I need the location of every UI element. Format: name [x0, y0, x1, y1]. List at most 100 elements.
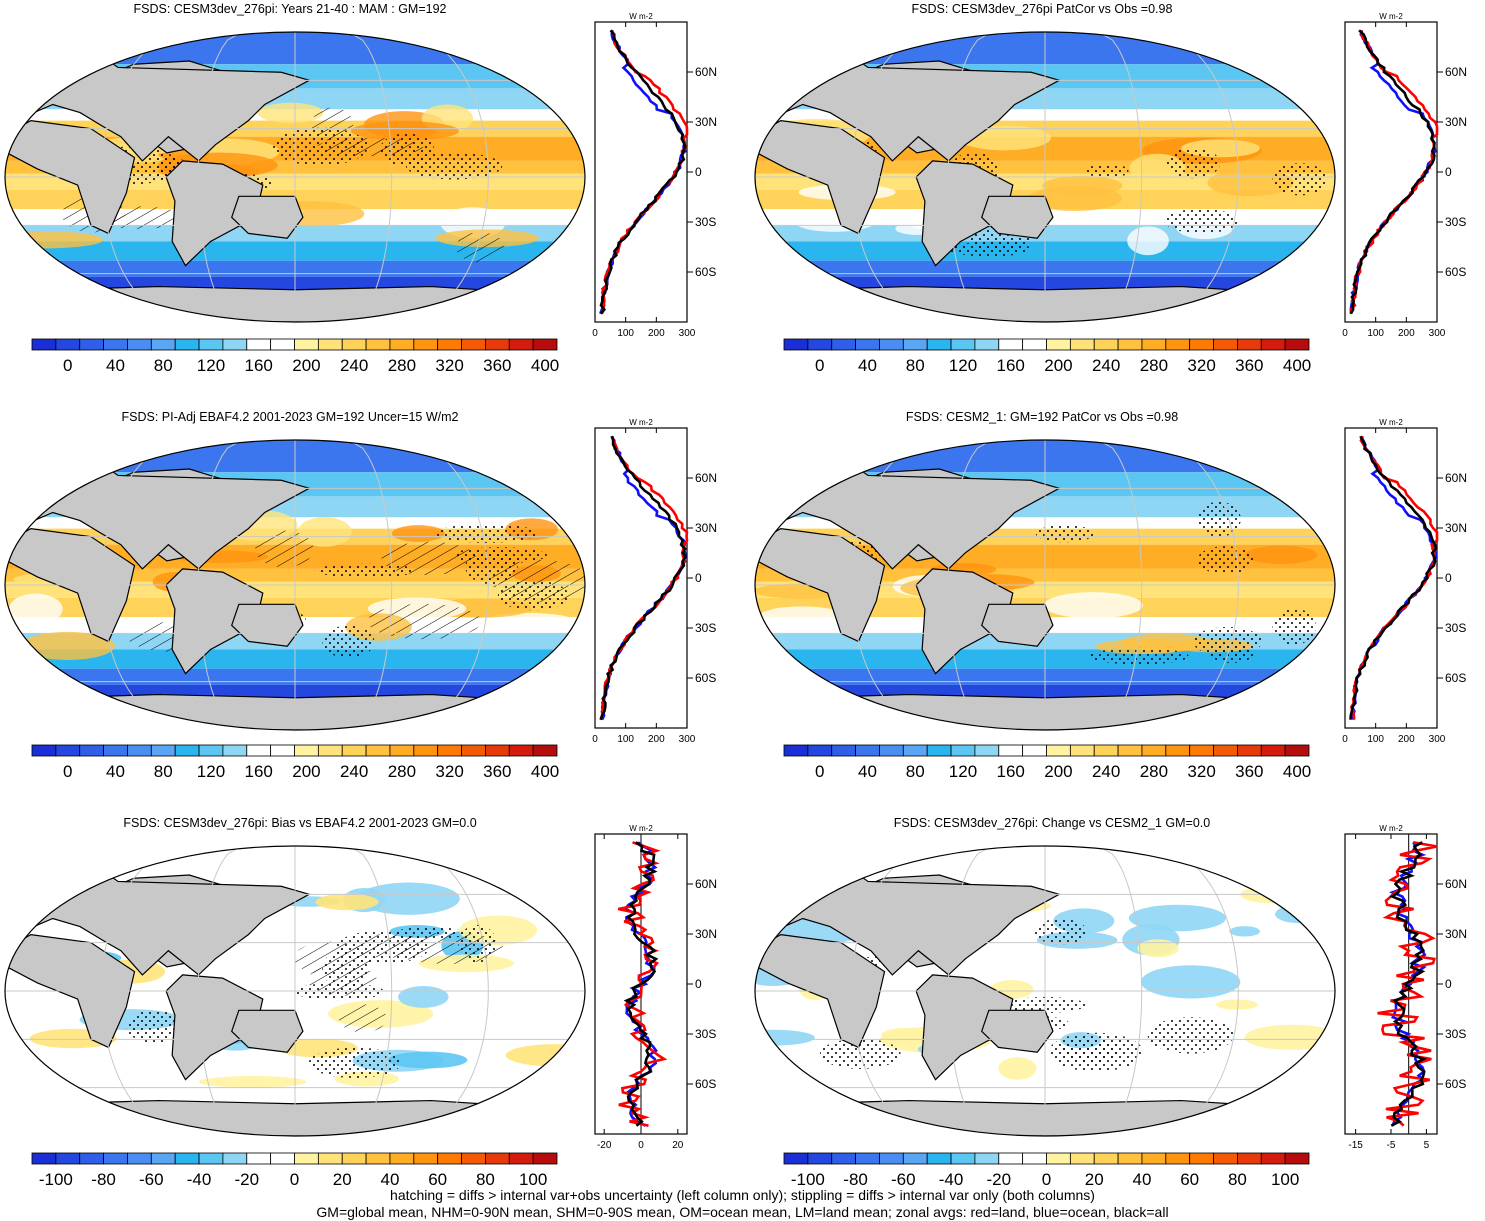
footer-note-hatching: hatching = diffs > internal var+obs unce…: [390, 1187, 1095, 1203]
svg-text:0: 0: [1042, 1170, 1051, 1189]
svg-text:60S: 60S: [695, 671, 716, 685]
svg-text:280: 280: [1140, 762, 1168, 781]
svg-text:60: 60: [428, 1170, 447, 1189]
panel-title: FSDS: CESM3dev_276pi: Change vs CESM2_1 …: [893, 816, 1211, 830]
svg-text:-40: -40: [939, 1170, 964, 1189]
svg-text:40: 40: [1132, 1170, 1151, 1189]
svg-text:60N: 60N: [1445, 877, 1467, 891]
panel-title: FSDS: CESM3dev_276pi: Bias vs EBAF4.2 20…: [123, 816, 477, 830]
svg-text:160: 160: [997, 762, 1025, 781]
svg-text:0: 0: [695, 165, 702, 179]
svg-text:60S: 60S: [695, 1077, 716, 1091]
panel-title: FSDS: PI-Adj EBAF4.2 2001-2023 GM=192 Un…: [121, 410, 459, 424]
svg-text:100: 100: [1367, 734, 1384, 745]
svg-text:120: 120: [197, 356, 225, 375]
svg-text:0: 0: [1445, 165, 1452, 179]
svg-text:300: 300: [1429, 328, 1446, 339]
svg-text:-20: -20: [234, 1170, 259, 1189]
svg-text:30N: 30N: [1445, 521, 1467, 535]
svg-text:320: 320: [1187, 356, 1215, 375]
svg-text:0: 0: [815, 356, 824, 375]
world-map: [754, 845, 1336, 1137]
svg-text:200: 200: [648, 734, 665, 745]
svg-text:200: 200: [292, 356, 320, 375]
svg-text:320: 320: [435, 762, 463, 781]
svg-text:240: 240: [1092, 762, 1120, 781]
svg-text:0: 0: [1342, 734, 1348, 745]
zonal-mean-plot: 60N 30N 0 30S 60S W m-2 0 100 200 300: [592, 12, 717, 339]
svg-text:40: 40: [106, 356, 125, 375]
svg-text:200: 200: [1398, 734, 1415, 745]
svg-text:100: 100: [519, 1170, 547, 1189]
panel-title: FSDS: CESM3dev_276pi: Years 21-40 : MAM …: [133, 2, 447, 16]
svg-text:20: 20: [333, 1170, 352, 1189]
panel-title: FSDS: CESM2_1: GM=192 PatCor vs Obs =0.9…: [905, 410, 1179, 424]
svg-text:40: 40: [380, 1170, 399, 1189]
svg-text:30S: 30S: [1445, 1027, 1466, 1041]
svg-text:-15: -15: [1348, 1140, 1363, 1151]
colorbar: -100 -80 -60 -40 -20 0 20 40 60 80 100: [31, 1152, 558, 1189]
world-map: [4, 31, 586, 323]
svg-text:30S: 30S: [1445, 215, 1466, 229]
svg-text:0: 0: [592, 734, 598, 745]
world-map: [754, 31, 1336, 323]
colorbar: 0 40 80 120 160 200 240 280 320 360 400: [31, 338, 559, 375]
svg-text:100: 100: [1367, 328, 1384, 339]
svg-text:0: 0: [695, 977, 702, 991]
svg-text:30N: 30N: [695, 927, 717, 941]
svg-text:360: 360: [483, 356, 511, 375]
svg-text:160: 160: [997, 356, 1025, 375]
svg-text:80: 80: [906, 356, 925, 375]
svg-text:280: 280: [388, 356, 416, 375]
svg-text:40: 40: [106, 762, 125, 781]
svg-text:80: 80: [476, 1170, 495, 1189]
zonal-mean-plot: 60N 30N 0 30S 60S W m-2 -20 0 20: [594, 824, 717, 1151]
svg-text:200: 200: [1044, 356, 1072, 375]
svg-text:0: 0: [63, 356, 72, 375]
svg-text:0: 0: [638, 1140, 644, 1151]
svg-text:-100: -100: [791, 1170, 825, 1189]
svg-text:-20: -20: [597, 1140, 612, 1151]
svg-text:240: 240: [1092, 356, 1120, 375]
svg-text:400: 400: [1283, 762, 1311, 781]
svg-text:W m-2: W m-2: [1379, 12, 1403, 21]
svg-text:30S: 30S: [695, 1027, 716, 1041]
svg-text:30N: 30N: [695, 521, 717, 535]
svg-text:280: 280: [1140, 356, 1168, 375]
svg-text:0: 0: [63, 762, 72, 781]
svg-text:100: 100: [1271, 1170, 1299, 1189]
svg-text:200: 200: [1044, 762, 1072, 781]
svg-text:60S: 60S: [695, 265, 716, 279]
svg-text:80: 80: [906, 762, 925, 781]
svg-text:300: 300: [1429, 734, 1446, 745]
svg-text:100: 100: [617, 734, 634, 745]
zonal-mean-plot: 60N 30N 0 30S 60S W m-2 -15 -5 5: [1344, 824, 1467, 1151]
svg-text:-40: -40: [187, 1170, 212, 1189]
svg-text:60N: 60N: [695, 471, 717, 485]
svg-text:160: 160: [245, 356, 273, 375]
svg-text:0: 0: [592, 328, 598, 339]
svg-text:-20: -20: [986, 1170, 1011, 1189]
svg-text:60N: 60N: [1445, 65, 1467, 79]
svg-text:W m-2: W m-2: [1379, 824, 1403, 833]
svg-text:30N: 30N: [1445, 927, 1467, 941]
svg-text:0: 0: [1342, 328, 1348, 339]
svg-text:200: 200: [1398, 328, 1415, 339]
svg-text:60S: 60S: [1445, 1077, 1466, 1091]
svg-text:200: 200: [648, 328, 665, 339]
svg-text:0: 0: [815, 762, 824, 781]
svg-text:-100: -100: [39, 1170, 73, 1189]
svg-text:20: 20: [672, 1140, 684, 1151]
world-map: [4, 439, 586, 731]
svg-text:W m-2: W m-2: [629, 824, 653, 833]
colorbar: -100 -80 -60 -40 -20 0 20 40 60 80 100: [783, 1152, 1310, 1189]
svg-text:30S: 30S: [695, 621, 716, 635]
svg-text:60N: 60N: [695, 877, 717, 891]
colorbar: 0 40 80 120 160 200 240 280 320 360 400: [31, 744, 559, 781]
world-map: [754, 439, 1336, 731]
colorbar: 0 40 80 120 160 200 240 280 320 360 400: [783, 338, 1311, 375]
svg-text:-60: -60: [891, 1170, 916, 1189]
svg-text:160: 160: [245, 762, 273, 781]
svg-text:W m-2: W m-2: [629, 418, 653, 427]
svg-text:360: 360: [1235, 356, 1263, 375]
